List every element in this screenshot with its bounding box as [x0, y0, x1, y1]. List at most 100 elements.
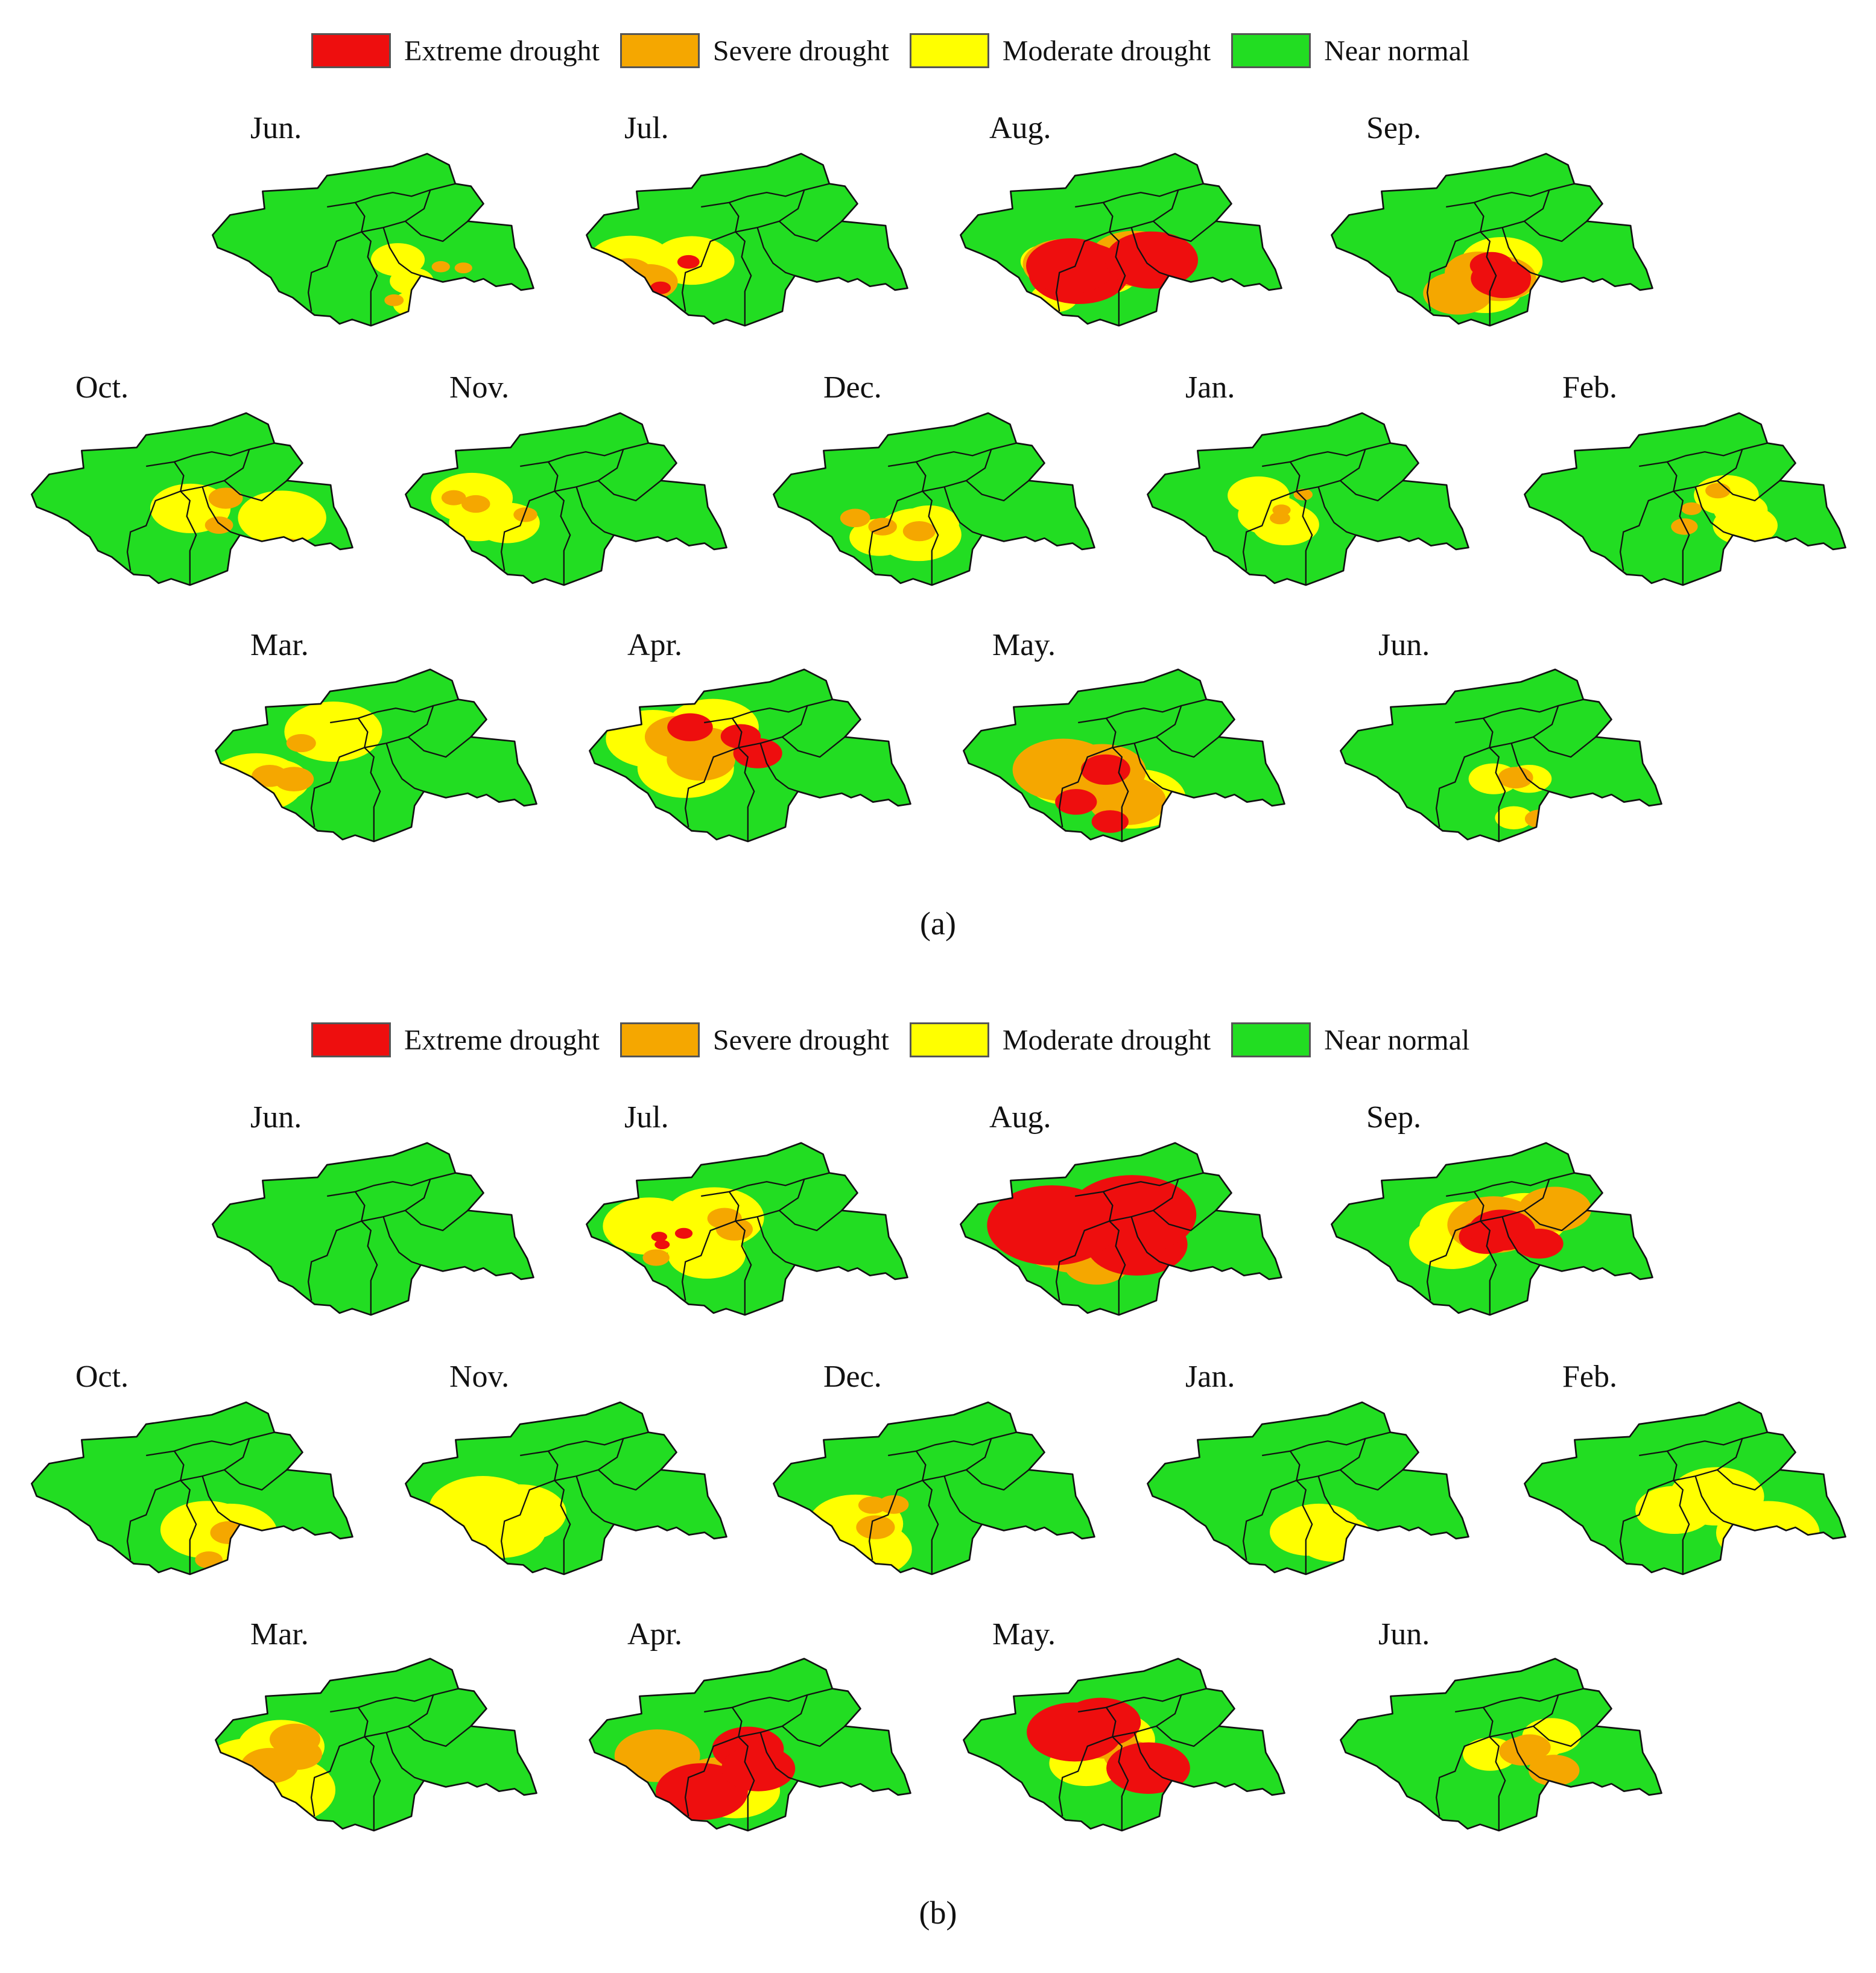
district-boundary	[759, 743, 799, 793]
region-outline	[1147, 412, 1469, 586]
district-boundary	[1619, 1451, 1678, 1560]
drought-map	[1331, 153, 1653, 327]
district-boundary	[735, 1220, 752, 1315]
district-boundary	[575, 1475, 615, 1525]
legend-swatch-moderate	[909, 1022, 989, 1057]
drought-map	[963, 668, 1285, 843]
legend-item-moderate: Moderate drought	[909, 33, 1211, 68]
district-boundary	[598, 480, 662, 502]
moderate-drought-zone	[252, 502, 318, 543]
district-boundary	[1055, 202, 1114, 312]
district-boundary	[1694, 486, 1734, 536]
district-boundary	[1112, 1694, 1182, 1738]
district-boundary	[1480, 231, 1497, 326]
drought-map	[960, 153, 1282, 327]
drought-map	[405, 412, 727, 586]
district-boundary	[520, 1431, 649, 1457]
month-label: Nov.	[449, 370, 510, 405]
district-boundary	[1296, 1480, 1313, 1574]
district-boundary	[330, 1688, 459, 1713]
district-boundary	[756, 1216, 796, 1266]
district-boundary	[1501, 1216, 1541, 1266]
district-boundary	[1510, 1732, 1550, 1782]
district-boundary	[180, 490, 197, 585]
region-outline	[960, 1142, 1282, 1316]
month-label: Sep.	[1366, 1100, 1421, 1135]
map-b-9: Feb.	[1517, 1360, 1855, 1577]
district-boundary	[735, 1179, 805, 1222]
legend-item-normal: Near normal	[1231, 33, 1469, 68]
map-a-4: Sep.	[1324, 111, 1662, 329]
map-a-8: Jan.	[1140, 370, 1478, 588]
district-boundary	[1153, 1209, 1217, 1232]
moderate-drought-zone	[1495, 806, 1533, 829]
district-boundary	[385, 743, 425, 793]
district-boundary	[1156, 736, 1220, 758]
district-boundary	[684, 718, 743, 828]
extreme-drought-zone	[721, 1746, 796, 1791]
district-boundary	[575, 486, 615, 536]
district-boundary	[735, 231, 752, 326]
district-boundary	[888, 1431, 1017, 1457]
month-label: Jun.	[250, 111, 302, 145]
severe-drought-zone	[707, 1208, 742, 1229]
drought-map	[773, 412, 1095, 586]
district-boundary	[1296, 490, 1313, 585]
drought-map	[589, 668, 911, 843]
severe-drought-zone	[461, 495, 490, 513]
drought-map	[215, 1658, 537, 1832]
map-a-12: May.	[956, 627, 1294, 844]
legend-swatch-extreme	[311, 1022, 391, 1057]
map-b-11: Apr.	[582, 1617, 920, 1834]
extreme-drought-zone	[677, 255, 700, 269]
drought-map	[1524, 412, 1846, 586]
month-label: Jun.	[250, 1100, 302, 1135]
district-boundary	[364, 1736, 381, 1831]
district-boundary	[1109, 1179, 1179, 1222]
district-boundary	[1296, 1438, 1366, 1481]
map-a-11: Apr.	[582, 627, 920, 844]
district-boundary	[224, 480, 288, 502]
district-boundary	[1673, 1480, 1690, 1574]
severe-drought-zone	[856, 1515, 895, 1539]
legend-label-severe: Severe drought	[712, 1024, 889, 1056]
district-boundary	[759, 1732, 799, 1782]
district-boundary	[681, 1191, 740, 1301]
legend-item-extreme: Extreme drought	[311, 1022, 600, 1057]
district-boundary	[307, 202, 366, 312]
caption-a: (a)	[920, 905, 956, 942]
extreme-drought-zone	[651, 1232, 668, 1242]
district-boundary	[1153, 220, 1217, 242]
legend-swatch-normal	[1231, 1022, 1311, 1057]
near-normal-area	[1147, 413, 1469, 585]
district-boundary	[1130, 227, 1170, 277]
district-boundary	[922, 1480, 939, 1574]
map-a-7: Dec.	[766, 370, 1104, 588]
district-boundary	[1133, 1732, 1173, 1782]
severe-drought-zone	[604, 258, 653, 288]
district-boundary	[738, 705, 808, 749]
map-b-7: Dec.	[766, 1360, 1104, 1577]
extreme-drought-zone	[674, 1227, 693, 1239]
district-boundary	[943, 486, 983, 536]
district-boundary	[738, 1736, 755, 1831]
region-outline	[1331, 153, 1653, 327]
severe-drought-zone	[271, 1738, 322, 1770]
extreme-drought-zone	[1091, 810, 1129, 833]
district-boundary	[146, 1431, 275, 1457]
severe-drought-zone	[268, 1542, 296, 1559]
legend: Extreme drought Severe drought Moderate …	[311, 31, 1490, 70]
drought-map	[963, 1658, 1285, 1832]
district-boundary	[1673, 1438, 1743, 1481]
map-b-3: Aug.	[953, 1100, 1291, 1318]
severe-drought-zone	[902, 521, 936, 542]
month-label: Apr.	[627, 1617, 682, 1652]
severe-drought-zone	[858, 1496, 887, 1514]
district-boundary	[943, 1475, 983, 1525]
panel-b: Extreme drought Severe drought Moderate …	[0, 989, 1876, 1973]
near-normal-area	[212, 153, 534, 326]
district-boundary	[408, 1725, 472, 1747]
map-b-10: Mar.	[208, 1617, 546, 1834]
region-outline	[212, 1142, 534, 1316]
region-outline	[215, 668, 537, 843]
